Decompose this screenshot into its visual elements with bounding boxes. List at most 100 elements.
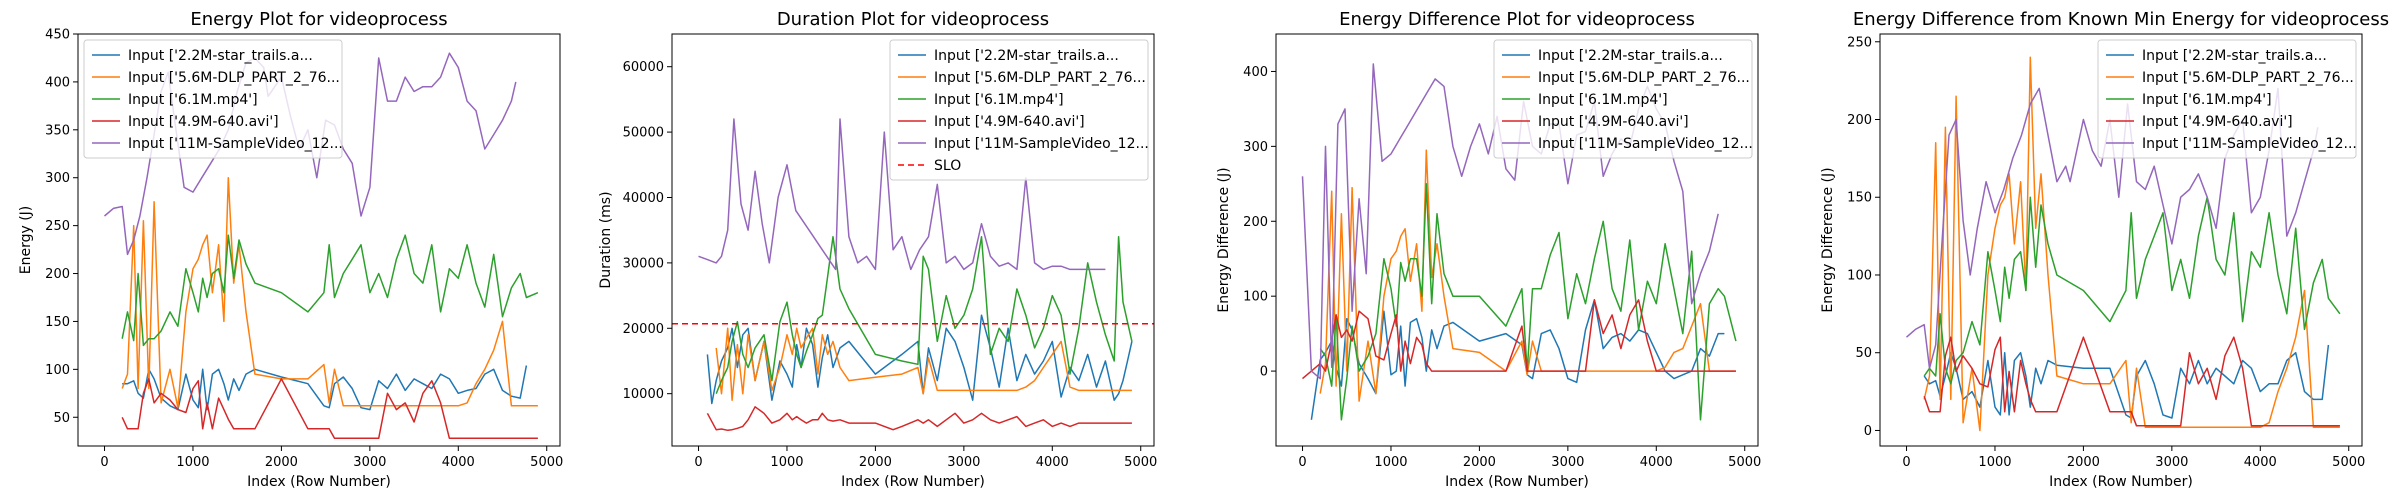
- legend-box: [889, 39, 1149, 181]
- series-line-1: [122, 365, 528, 411]
- y-tick-label: 10000: [623, 387, 664, 402]
- legend-entry: Input ['11M-SampleVideo_12...: [128, 136, 343, 152]
- y-tick-label: 40000: [623, 191, 664, 206]
- x-tick-label: 3000: [353, 455, 386, 470]
- series-line-4: [1302, 299, 1736, 380]
- x-tick-label: 2000: [859, 455, 892, 470]
- y-tick-label: 150: [1847, 191, 1872, 206]
- series-line-1: [1310, 299, 1725, 420]
- y-tick-label: 100: [45, 363, 70, 378]
- legend-entry: Input ['2.2M-star_trails.a...: [128, 48, 313, 64]
- axes-frame: [77, 33, 561, 447]
- series-line-3: [715, 235, 1133, 394]
- legend-entry: Input ['4.9M-640.avi']: [1538, 114, 1689, 130]
- legend-entry: Input ['11M-SampleVideo_12...: [2142, 136, 2357, 152]
- series-line-2: [121, 176, 538, 409]
- legend-entry: Input ['6.1M.mp4']: [934, 92, 1064, 108]
- series-group: [1906, 56, 2341, 432]
- y-tick-label: 60000: [623, 60, 664, 75]
- y-tick-label: 200: [1243, 215, 1268, 230]
- y-tick-label: 250: [45, 219, 70, 234]
- legend-entry: SLO: [934, 158, 961, 174]
- series-line-1: [1923, 344, 2330, 419]
- x-tick-label: 2000: [2067, 455, 2100, 470]
- y-axis-label: Duration (ms): [598, 191, 614, 288]
- axes-frame: [671, 33, 1155, 447]
- axes-frame: [1879, 33, 2363, 447]
- x-tick-label: 5000: [2332, 455, 2365, 470]
- legend-entry: Input ['4.9M-640.avi']: [128, 114, 279, 130]
- series-line-3: [121, 234, 539, 347]
- x-tick-label: 2000: [265, 455, 298, 470]
- chart-panel-4: 0 1000 2000 3000 4000 5000 0 50 100 150 200 250 Inde…: [1820, 9, 2389, 490]
- legend-entry: Input ['4.9M-640.avi']: [2142, 114, 2293, 130]
- y-tick-label: 0: [1260, 365, 1268, 380]
- chart-title: Energy Plot for videoprocess: [190, 9, 447, 30]
- series-line-5: [698, 118, 1106, 271]
- chart-panel-1: 0 1000 2000 3000 4000 5000 50 100 150 200 250 300 35…: [18, 9, 563, 490]
- chart-panel-3: 0 1000 2000 3000 4000 5000 0 100 200 300 400 Index …: [1216, 9, 1761, 490]
- x-tick-label: 1000: [1374, 455, 1407, 470]
- legend-entry: Input ['2.2M-star_trails.a...: [2142, 48, 2327, 64]
- y-tick-label: 50000: [623, 126, 664, 141]
- chart-title: Duration Plot for videoprocess: [777, 9, 1049, 30]
- y-tick-label: 450: [45, 28, 70, 43]
- legend-box: [1493, 39, 1753, 159]
- x-tick-label: 1000: [176, 455, 209, 470]
- series-line-3: [1923, 196, 2341, 385]
- legend-entry: Input ['6.1M.mp4']: [1538, 92, 1668, 108]
- legend: Input ['2.2M-star_trails.a... Input ['5.6…: [83, 39, 343, 159]
- x-tick-label: 5000: [530, 455, 563, 470]
- x-tick-label: 3000: [2155, 455, 2188, 470]
- axes-frame: [1275, 33, 1759, 447]
- x-axis-label: Index (Row Number): [247, 474, 391, 490]
- legend-box: [83, 39, 343, 159]
- legend-entry: Input ['5.6M-DLP_PART_2_76...: [1538, 70, 1750, 86]
- y-axis-label: Energy Difference (J): [1820, 167, 1836, 312]
- x-axis-label: Index (Row Number): [1445, 474, 1589, 490]
- series-line-2: [1923, 56, 2340, 432]
- y-tick-label: 100: [1847, 268, 1872, 283]
- x-tick-label: 1000: [1978, 455, 2011, 470]
- y-tick-label: 100: [1243, 290, 1268, 305]
- y-tick-label: 200: [45, 267, 70, 282]
- legend-entry: Input ['5.6M-DLP_PART_2_76...: [128, 70, 340, 86]
- series-line-4: [121, 378, 538, 440]
- chart-title: Energy Difference from Known Min Energy …: [1853, 9, 2389, 30]
- y-tick-label: 20000: [623, 322, 664, 337]
- y-tick-label: 30000: [623, 256, 664, 271]
- series-line-2: [715, 327, 1132, 401]
- chart-panel-2: 0 1000 2000 3000 4000 5000 10000 20000 30000 4000…: [598, 9, 1157, 490]
- series-line-2: [1319, 149, 1736, 402]
- x-tick-label: 4000: [1036, 455, 1069, 470]
- y-tick-label: 200: [1847, 113, 1872, 128]
- legend: Input ['2.2M-star_trails.a... Input ['5.6…: [889, 39, 1149, 181]
- y-tick-label: 350: [45, 123, 70, 138]
- x-axis-label: Index (Row Number): [2049, 474, 2193, 490]
- legend-entry: Input ['2.2M-star_trails.a...: [1538, 48, 1723, 64]
- x-tick-label: 0: [1902, 455, 1910, 470]
- legend-entry: Input ['2.2M-star_trails.a...: [934, 48, 1119, 64]
- x-tick-label: 0: [1298, 455, 1306, 470]
- x-tick-label: 3000: [1551, 455, 1584, 470]
- y-tick-label: 400: [1243, 65, 1268, 80]
- chart-title: Energy Difference Plot for videoprocess: [1339, 9, 1695, 30]
- y-axis-label: Energy Difference (J): [1216, 167, 1232, 312]
- legend-entry: Input ['5.6M-DLP_PART_2_76...: [2142, 70, 2354, 86]
- x-tick-label: 0: [100, 455, 108, 470]
- x-tick-label: 1000: [770, 455, 803, 470]
- y-tick-label: 300: [1243, 140, 1268, 155]
- x-tick-label: 3000: [947, 455, 980, 470]
- x-tick-label: 0: [694, 455, 702, 470]
- legend-entry: Input ['6.1M.mp4']: [128, 92, 258, 108]
- y-tick-label: 50: [53, 411, 70, 426]
- series-line-4: [706, 406, 1132, 432]
- series-line-3: [1319, 183, 1737, 421]
- legend-box: [2097, 39, 2357, 159]
- legend-entry: Input ['6.1M.mp4']: [2142, 92, 2272, 108]
- series-line-4: [1923, 336, 2340, 427]
- legend-entry: Input ['11M-SampleVideo_12...: [1538, 136, 1753, 152]
- x-tick-label: 2000: [1463, 455, 1496, 470]
- y-tick-label: 150: [45, 315, 70, 330]
